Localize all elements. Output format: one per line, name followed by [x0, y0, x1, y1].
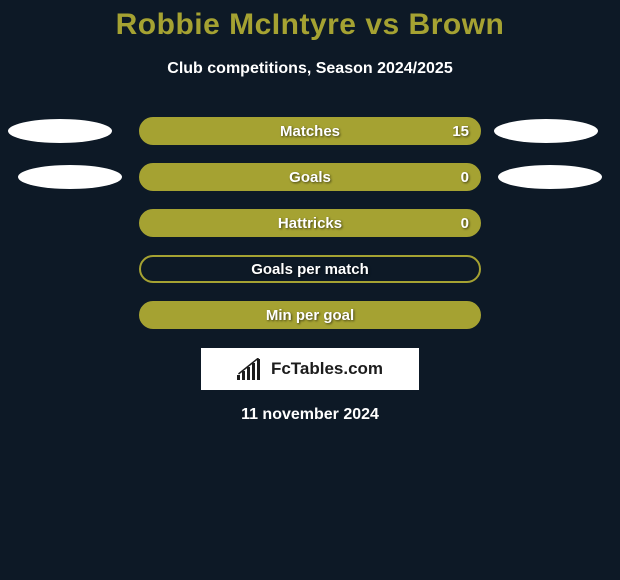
brand-box: FcTables.com — [201, 348, 419, 390]
stat-label: Goals per match — [251, 261, 369, 278]
stat-value: 0 — [461, 169, 469, 186]
stat-bar: Matches 15 — [139, 117, 481, 145]
stat-bar: Min per goal — [139, 301, 481, 329]
stat-value: 0 — [461, 215, 469, 232]
stat-bar: Goals per match — [139, 255, 481, 283]
stats-rows: Matches 15 Goals 0 Hattricks 0 Goals per match… — [0, 116, 620, 330]
stat-bar: Goals 0 — [139, 163, 481, 191]
brand-inner: FcTables.com — [237, 358, 383, 380]
stat-bar: Hattricks 0 — [139, 209, 481, 237]
page-title: Robbie McIntyre vs Brown — [116, 8, 505, 42]
left-pill — [8, 119, 112, 143]
right-pill — [498, 165, 602, 189]
stat-label: Min per goal — [266, 307, 354, 324]
stat-row: Goals per match — [0, 254, 620, 284]
brand-text: FcTables.com — [271, 359, 383, 379]
stat-row: Matches 15 — [0, 116, 620, 146]
stat-value: 15 — [452, 123, 469, 140]
stat-label: Hattricks — [278, 215, 342, 232]
bar-chart-icon — [237, 358, 265, 380]
footer-date: 11 november 2024 — [241, 406, 379, 424]
left-pill — [18, 165, 122, 189]
stat-label: Goals — [289, 169, 331, 186]
stat-label: Matches — [280, 123, 340, 140]
right-pill — [494, 119, 598, 143]
stat-row: Hattricks 0 — [0, 208, 620, 238]
page-subtitle: Club competitions, Season 2024/2025 — [167, 60, 452, 78]
stat-row: Min per goal — [0, 300, 620, 330]
brand-row: FcTables.com — [201, 348, 419, 390]
root: Robbie McIntyre vs Brown Club competitio… — [0, 0, 620, 424]
stat-row: Goals 0 — [0, 162, 620, 192]
